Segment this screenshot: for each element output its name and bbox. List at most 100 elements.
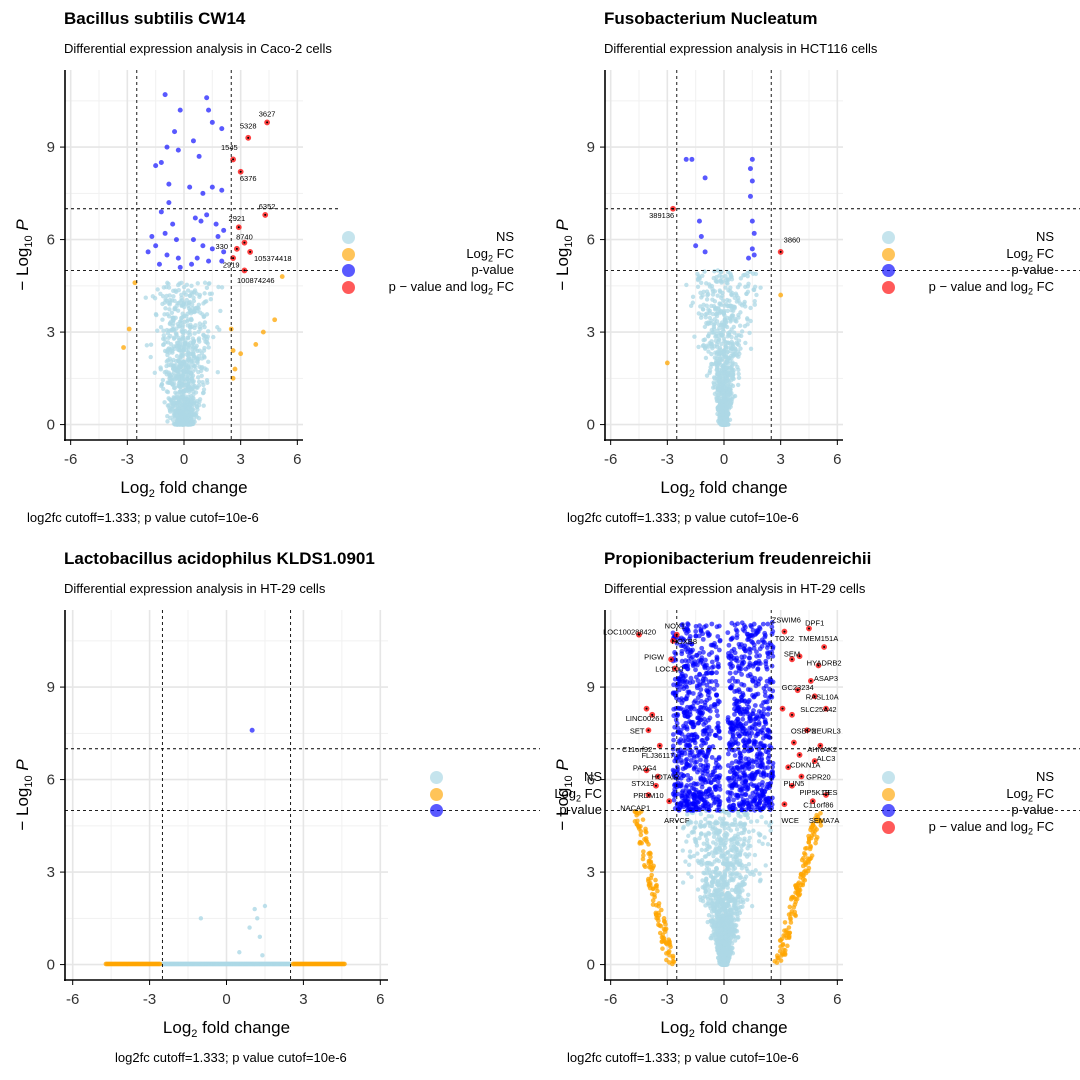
ns-point [175, 282, 181, 288]
ns-point [168, 415, 173, 421]
legend-swatch [430, 804, 443, 817]
ns-point [202, 314, 207, 319]
ns-point [708, 897, 714, 903]
ns-point [722, 861, 727, 867]
x-tick-label: -6 [604, 451, 617, 468]
ns-point [731, 857, 736, 862]
fc-point [253, 342, 259, 347]
ns-point [714, 866, 719, 871]
fc-point [785, 943, 790, 949]
fc-point [668, 944, 673, 950]
ns-point [747, 835, 753, 841]
ns-point [719, 274, 725, 280]
ns-point [729, 327, 734, 332]
p-value-point [733, 627, 739, 633]
ns-point [738, 346, 743, 351]
ns-point [184, 297, 189, 303]
chart-caption: log2fc cutoff=1.333; p value cutof=10e-6 [27, 510, 259, 525]
p-value-point [693, 243, 699, 249]
ns-point [746, 838, 751, 844]
point-center [266, 121, 269, 124]
p-value-point [752, 807, 758, 813]
ns-point [178, 354, 183, 360]
ns-point [166, 346, 172, 351]
ns-point [680, 880, 686, 885]
p-value-point [757, 625, 762, 630]
ns-point [195, 359, 200, 364]
ns-point [191, 345, 196, 350]
ns-point [720, 290, 725, 295]
ns-point [735, 840, 740, 846]
fc-point [774, 960, 780, 965]
ns-point [185, 399, 190, 404]
ns-point [705, 293, 710, 298]
ns-point [733, 871, 739, 876]
ns-point [150, 294, 156, 299]
ns-point [743, 810, 749, 816]
x-tick-label: 6 [293, 451, 301, 468]
ns-point [740, 897, 746, 903]
ns-point [723, 930, 728, 935]
ns-point [178, 361, 184, 366]
ns-point [719, 853, 724, 858]
p-value-point [749, 178, 755, 184]
ns-point [179, 280, 184, 286]
ns-point [164, 327, 170, 333]
ns-point [733, 823, 739, 828]
ns-point [717, 919, 722, 924]
x-tick-label: -3 [121, 451, 134, 468]
legend-swatch [430, 787, 443, 801]
ns-point [687, 849, 693, 854]
ns-point [188, 322, 193, 328]
fc-point [782, 920, 788, 925]
point-center [264, 213, 267, 216]
p-value-point [729, 765, 734, 771]
ns-point [714, 900, 720, 906]
fc-point [813, 840, 818, 846]
ns-point [153, 311, 159, 317]
ns-point [709, 303, 714, 309]
ns-point [725, 315, 730, 321]
ns-point [178, 384, 184, 389]
ns-point [695, 271, 700, 277]
ns-point [715, 888, 720, 893]
ns-point [723, 901, 728, 906]
ns-point [158, 324, 164, 330]
p-value-point [735, 741, 741, 747]
ns-point [729, 399, 734, 404]
ns-point [202, 345, 207, 351]
p-value-point [209, 246, 215, 252]
ns-point [734, 293, 739, 298]
ns-point [709, 814, 714, 819]
p-value-point [162, 230, 168, 236]
fc-point [807, 856, 813, 862]
ns-point [172, 385, 178, 390]
ns-point [164, 284, 169, 290]
fc-point [810, 821, 816, 827]
ns-point [174, 340, 180, 346]
legend-label: NS [583, 769, 602, 784]
ns-point [188, 365, 194, 370]
ns-point [732, 351, 737, 357]
fc-point [652, 892, 657, 897]
ns-point [741, 842, 747, 847]
fc-point [132, 280, 138, 286]
ns-point [763, 820, 769, 825]
ns-point [693, 820, 699, 825]
y-axis-title: − Log10 P [553, 219, 575, 291]
ns-point [171, 396, 177, 401]
ns-point [717, 953, 723, 958]
ns-point [183, 314, 189, 319]
ns-point [174, 403, 180, 408]
ns-point [724, 880, 730, 885]
x-tick-label: 3 [236, 451, 244, 468]
ns-point [710, 869, 716, 875]
p-value-point [170, 221, 176, 227]
point-label: 330 [216, 242, 229, 251]
y-tick-label: 6 [47, 772, 55, 789]
ns-point [737, 875, 743, 881]
ns-point [723, 835, 728, 840]
